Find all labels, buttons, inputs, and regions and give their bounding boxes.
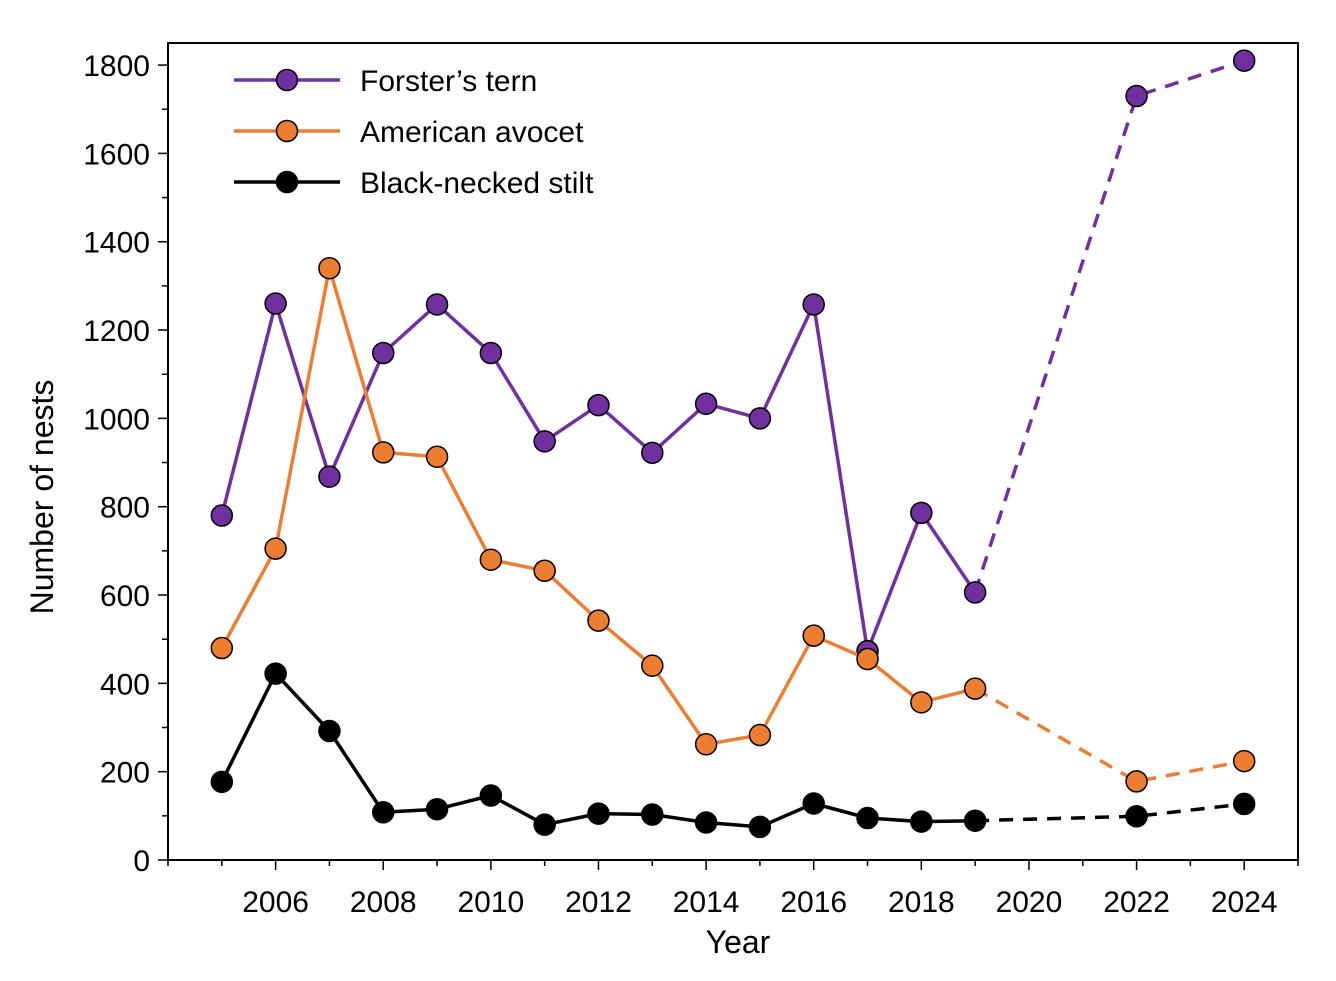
data-point-forster-s-tern (371, 341, 395, 365)
series-dashed-line-black-necked-stilt (975, 802, 1245, 823)
legend-marker (275, 68, 299, 92)
legend-item-american-avocet: American avocet (234, 116, 584, 149)
y-axis-title: Number of nests (24, 380, 60, 615)
data-point-forster-s-tern (318, 465, 341, 488)
data-point-black-necked-stilt (694, 811, 718, 834)
data-point-black-necked-stilt (641, 803, 664, 826)
legend-item-black-necked-stilt: Black-necked stilt (234, 167, 594, 200)
data-point-black-necked-stilt (1125, 805, 1148, 828)
x-tick-label: 2020 (996, 886, 1063, 919)
data-point-american-avocet (963, 677, 987, 700)
data-point-american-avocet (210, 636, 234, 660)
data-point-forster-s-tern (587, 393, 610, 417)
series-dashed-line-american-avocet (974, 687, 1245, 784)
data-point-american-avocet (318, 256, 341, 280)
data-point-black-necked-stilt (802, 792, 825, 815)
x-tick-label: 2018 (888, 886, 955, 919)
legend-label: American avocet (360, 116, 584, 149)
series-american-avocet (210, 256, 1256, 793)
data-point-forster-s-tern (802, 293, 825, 316)
x-tick-label: 2014 (673, 886, 740, 919)
data-point-american-avocet (587, 609, 610, 632)
data-point-american-avocet (856, 647, 879, 671)
y-tick-label: 600 (100, 580, 150, 613)
data-point-forster-s-tern (748, 407, 772, 430)
plot-frame (167, 42, 1299, 861)
legend-marker (275, 119, 299, 143)
x-tick-label: 2010 (457, 886, 524, 919)
data-point-black-necked-stilt (318, 719, 341, 743)
data-point-black-necked-stilt (748, 815, 772, 839)
data-point-black-necked-stilt (371, 801, 395, 824)
data-point-american-avocet (371, 441, 395, 464)
data-point-black-necked-stilt (963, 809, 987, 832)
data-point-black-necked-stilt (479, 784, 503, 807)
data-point-forster-s-tern (910, 501, 933, 525)
y-tick-label: 800 (100, 492, 150, 525)
data-point-american-avocet (479, 548, 503, 571)
data-point-forster-s-tern (264, 292, 287, 315)
legend-marker (275, 170, 299, 194)
x-tick-label: 2024 (1211, 886, 1278, 919)
axes-layer: 2006 2008 2010 2012 2014 2016 2018 2020 2022 2024… (83, 50, 1299, 919)
data-point-black-necked-stilt (910, 810, 933, 833)
series-black-necked-stilt (210, 662, 1256, 839)
data-point-forster-s-tern (1125, 84, 1148, 108)
data-point-american-avocet (533, 559, 556, 582)
legend: Forster’s tern American avocet Black-necke… (234, 65, 594, 200)
y-tick-label: 0 (133, 845, 150, 878)
data-point-black-necked-stilt (533, 813, 556, 836)
data-point-forster-s-tern (1232, 49, 1256, 72)
data-point-american-avocet (748, 723, 772, 747)
x-tick-label: 2012 (565, 886, 632, 919)
data-point-american-avocet (802, 624, 825, 647)
series-dashed-line-forster-s-tern (973, 59, 1245, 593)
y-tick-label: 200 (100, 757, 150, 790)
data-point-forster-s-tern (641, 441, 664, 465)
y-tick-label: 1600 (83, 138, 150, 171)
x-tick-label: 2022 (1103, 886, 1170, 919)
legend-label: Black-necked stilt (360, 167, 594, 200)
y-tick-label: 1800 (83, 50, 150, 83)
data-point-black-necked-stilt (425, 797, 449, 821)
x-tick-label: 2006 (242, 886, 309, 919)
data-point-black-necked-stilt (264, 662, 287, 685)
data-point-forster-s-tern (533, 430, 556, 453)
data-point-black-necked-stilt (210, 770, 234, 794)
y-tick-label: 1200 (83, 315, 150, 348)
data-point-american-avocet (641, 654, 664, 677)
data-point-forster-s-tern (425, 293, 449, 316)
data-point-american-avocet (1125, 770, 1148, 793)
data-point-forster-s-tern (479, 341, 503, 365)
data-point-black-necked-stilt (856, 806, 879, 830)
series-layer (210, 49, 1256, 839)
y-tick-label: 400 (100, 668, 150, 701)
data-point-forster-s-tern (694, 392, 718, 416)
x-axis-title: Year (706, 924, 771, 960)
data-point-black-necked-stilt (587, 802, 610, 825)
data-point-american-avocet (1232, 749, 1256, 773)
data-point-forster-s-tern (963, 581, 987, 604)
x-tick-label: 2016 (780, 886, 847, 919)
series-line-american-avocet (220, 266, 976, 747)
legend-item-forster-s-tern: Forster’s tern (234, 65, 537, 98)
y-tick-label: 1000 (83, 403, 150, 436)
legend-label: Forster’s tern (360, 65, 537, 98)
data-point-black-necked-stilt (1232, 792, 1256, 816)
data-point-american-avocet (910, 691, 933, 714)
data-point-american-avocet (425, 445, 449, 469)
data-point-forster-s-tern (210, 504, 234, 527)
data-point-american-avocet (694, 733, 718, 756)
y-tick-label: 1400 (83, 227, 150, 260)
x-tick-label: 2008 (350, 886, 417, 919)
data-point-american-avocet (264, 537, 287, 560)
